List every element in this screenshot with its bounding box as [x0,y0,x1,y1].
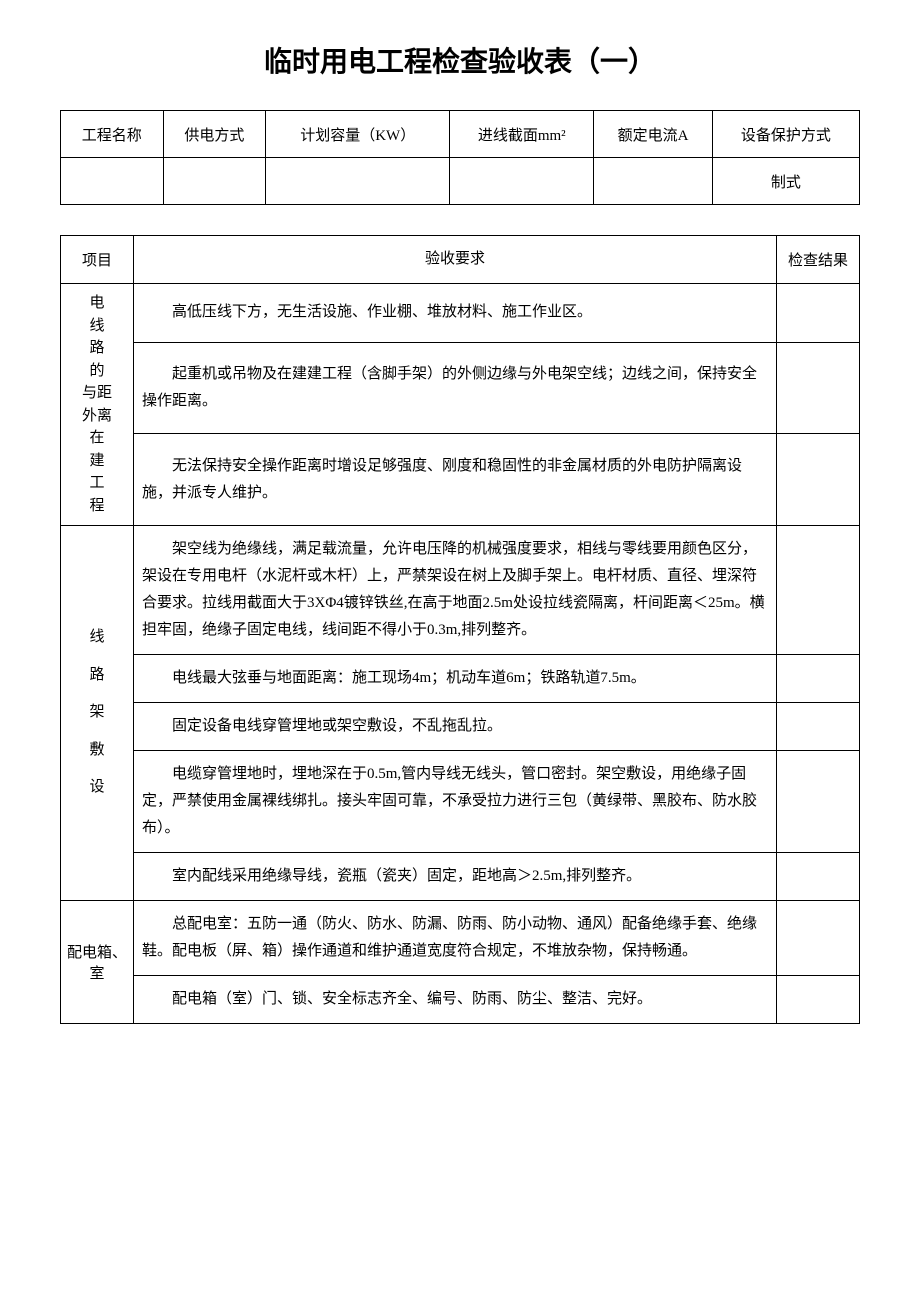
header-col-current: 额定电流A [594,111,713,158]
g2-res3 [777,703,860,751]
g2-res1 [777,526,860,655]
header-table: 工程名称 供电方式 计划容量（KW） 进线截面mm² 额定电流A 设备保护方式 … [60,110,860,205]
g3-res2 [777,976,860,1024]
header-val-current [594,158,713,205]
header-val-section [450,158,594,205]
g1-row1: 高低压线下方，无生活设施、作业棚、堆放材料、施工作业区。 [134,284,777,343]
main-head-result: 检查结果 [777,236,860,284]
g1-row3: 无法保持安全操作距离时增设足够强度、刚度和稳固性的非金属材质的外电防护隔离设施，… [134,434,777,526]
main-table: 项目 验收要求 检查结果 电线路的与距外离在建工程 高低压线下方，无生活设施、作… [60,235,860,1024]
group3-label: 配电箱、室 [61,901,134,1024]
main-head-item: 项目 [61,236,134,284]
g2-res5 [777,853,860,901]
g2-row2: 电线最大弦垂与地面距离：施工现场4m；机动车道6m；铁路轨道7.5m。 [134,655,777,703]
header-col-section: 进线截面mm² [450,111,594,158]
header-val-supply [163,158,266,205]
header-col-protect: 设备保护方式 [712,111,859,158]
g3-row2: 配电箱（室）门、锁、安全标志齐全、编号、防雨、防尘、整洁、完好。 [134,976,777,1024]
header-col-capacity: 计划容量（KW） [266,111,450,158]
page-title: 临时用电工程检查验收表（一） [60,40,860,80]
header-val-protect: 制式 [712,158,859,205]
g2-row3: 固定设备电线穿管埋地或架空敷设，不乱拖乱拉。 [134,703,777,751]
g1-res2 [777,342,860,434]
header-col-supply: 供电方式 [163,111,266,158]
g2-row5: 室内配线采用绝缘导线，瓷瓶（瓷夹）固定，距地高＞2.5m,排列整齐。 [134,853,777,901]
header-val-name [61,158,164,205]
group1-label: 电线路的与距外离在建工程 [61,284,134,526]
g1-res3 [777,434,860,526]
g2-res4 [777,751,860,853]
g2-res2 [777,655,860,703]
g3-row1: 总配电室：五防一通（防火、防水、防漏、防雨、防小动物、通风）配备绝缘手套、绝缘鞋… [134,901,777,976]
main-head-req: 验收要求 [134,236,777,284]
header-val-capacity [266,158,450,205]
g2-row1: 架空线为绝缘线，满足载流量，允许电压降的机械强度要求，相线与零线要用颜色区分，架… [134,526,777,655]
g2-row4: 电缆穿管埋地时，埋地深在于0.5m,管内导线无线头，管口密封。架空敷设，用绝缘子… [134,751,777,853]
g1-res1 [777,284,860,343]
header-col-name: 工程名称 [61,111,164,158]
g1-row2: 起重机或吊物及在建建工程（含脚手架）的外侧边缘与外电架空线；边线之间，保持安全操… [134,342,777,434]
g3-res1 [777,901,860,976]
group2-label: 线路架敷设 [61,526,134,901]
